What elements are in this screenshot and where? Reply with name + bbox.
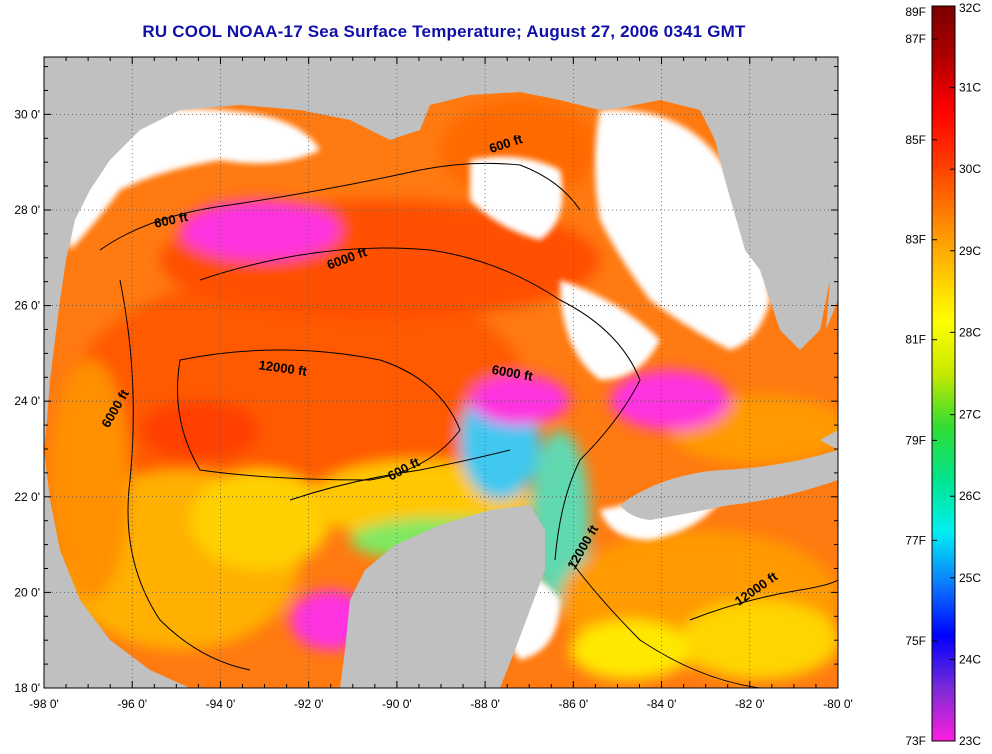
x-tick-label: -92 0' — [294, 697, 324, 711]
y-tick-label: 26 0' — [14, 299, 40, 313]
x-tick-label: -82 0' — [735, 697, 765, 711]
colorbar-c-label: 32C — [959, 1, 981, 15]
x-tick-label: -98 0' — [29, 697, 59, 711]
colorbar-c-label: 24C — [959, 652, 981, 666]
colorbar-f-label: 81F — [905, 333, 926, 347]
x-tick-label: -80 0' — [823, 697, 853, 711]
x-tick-label: -86 0' — [559, 697, 589, 711]
x-tick-label: -96 0' — [117, 697, 147, 711]
colorbar-c-label: 27C — [959, 408, 981, 422]
colorbar-c-label: 28C — [959, 325, 981, 339]
sst-field — [50, 70, 838, 680]
y-tick-label: 30 0' — [14, 107, 40, 121]
colorbar-ticks — [932, 5, 955, 742]
colorbar-f-label: 83F — [905, 233, 926, 247]
contour-label: 12000 ft — [258, 357, 309, 379]
y-axis-labels: 30 0' 28 0' 26 0' 24 0' 22 0' 20 0' 18 0' — [14, 107, 40, 695]
graticule — [44, 57, 838, 688]
y-tick-label: 18 0' — [14, 681, 40, 695]
colorbar-c-label: 30C — [959, 162, 981, 176]
contour-6000ft-north — [199, 247, 641, 561]
colorbar-c-label: 29C — [959, 244, 981, 258]
colorbar-fahrenheit-labels: 73F 75F 77F 79F 81F 83F 85F 87F 89F — [905, 5, 926, 748]
colorbar-f-label: 73F — [905, 734, 926, 748]
y-tick-label: 20 0' — [14, 585, 40, 599]
contour-12000ft-east — [689, 579, 838, 621]
contour-label: 6000 ft — [491, 362, 535, 384]
depth-contours — [99, 162, 838, 688]
land — [44, 57, 838, 688]
colorbar-c-label: 25C — [959, 571, 981, 585]
contour-600ft-north — [99, 162, 581, 251]
x-tick-label: -90 0' — [382, 697, 412, 711]
colorbar-f-label: 89F — [905, 5, 926, 19]
y-tick-label: 22 0' — [14, 490, 40, 504]
x-tick-label: -84 0' — [647, 697, 677, 711]
colorbar-c-label: 26C — [959, 489, 981, 503]
axis-ticks — [43, 57, 839, 689]
colorbar: 73F 75F 77F 79F 81F 83F 85F 87F 89F 23C 24C 25C 26C… — [905, 1, 981, 748]
colorbar-celsius-labels: 23C 24C 25C 26C 27C 28C 29C 30C 31C 32C — [959, 1, 981, 748]
colorbar-f-label: 75F — [905, 634, 926, 648]
x-tick-label: -94 0' — [206, 697, 236, 711]
y-tick-label: 24 0' — [14, 394, 40, 408]
colorbar-f-label: 85F — [905, 133, 926, 147]
x-axis-labels: -98 0' -96 0' -94 0' -92 0' -90 0' -88 0' -86 … — [29, 697, 853, 711]
contour-6000ft-west — [119, 279, 251, 671]
y-tick-label: 28 0' — [14, 203, 40, 217]
colorbar-c-label: 31C — [959, 81, 981, 95]
contour-600ft-yucatan — [289, 449, 511, 501]
colorbar-strip — [931, 5, 956, 742]
contour-label: 600 ft — [153, 209, 190, 231]
colorbar-f-label: 77F — [905, 533, 926, 547]
colorbar-c-label: 23C — [959, 734, 981, 748]
x-tick-label: -88 0' — [470, 697, 500, 711]
contour-12000ft — [177, 349, 461, 481]
map-title: RU COOL NOAA-17 Sea Surface Temperature;… — [142, 22, 746, 41]
colorbar-f-label: 87F — [905, 32, 926, 46]
colorbar-f-label: 79F — [905, 433, 926, 447]
contour-12000ft-caribbean — [569, 559, 761, 688]
